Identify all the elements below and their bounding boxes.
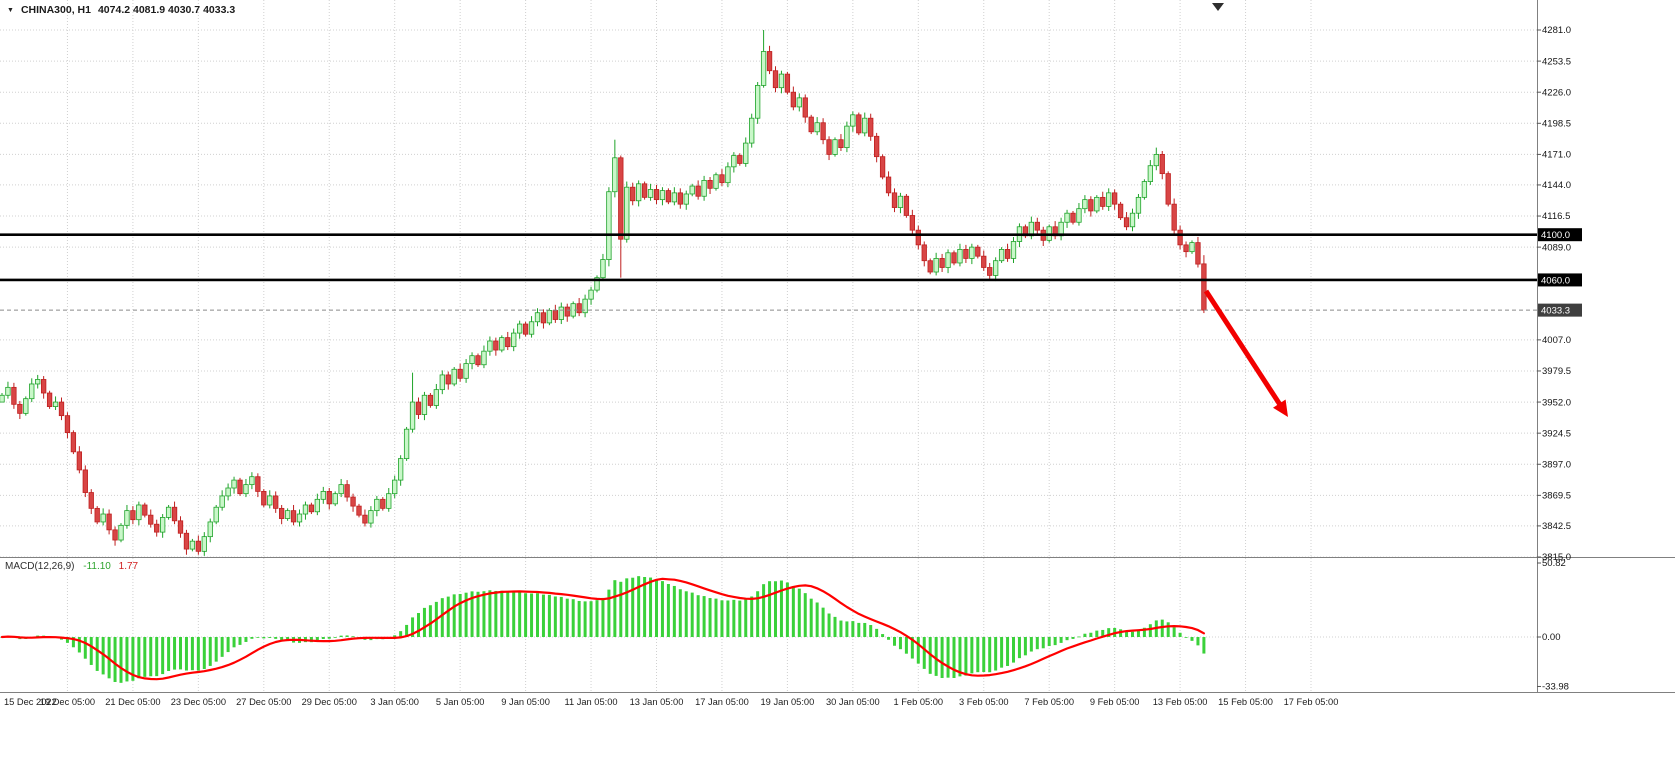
svg-text:4007.0: 4007.0: [1542, 335, 1571, 346]
svg-text:3979.5: 3979.5: [1542, 366, 1571, 377]
svg-text:-33.98: -33.98: [1542, 682, 1569, 693]
svg-text:4171.0: 4171.0: [1542, 150, 1571, 161]
svg-text:50.82: 50.82: [1542, 558, 1566, 569]
svg-text:4100.0: 4100.0: [1541, 230, 1570, 241]
svg-text:13 Jan 05:00: 13 Jan 05:00: [630, 697, 684, 707]
symbol-ohlc-label: ▼ CHINA300, H1 4074.2 4081.9 4030.7 4033…: [7, 4, 235, 16]
svg-text:4060.0: 4060.0: [1541, 275, 1570, 286]
chevron-down-icon[interactable]: ▼: [7, 6, 14, 14]
svg-text:3815.0: 3815.0: [1542, 552, 1571, 563]
svg-text:5 Jan 05:00: 5 Jan 05:00: [436, 697, 485, 707]
macd-signal-value: 1.77: [118, 561, 139, 572]
svg-text:19 Dec 05:00: 19 Dec 05:00: [40, 697, 95, 707]
svg-text:3869.5: 3869.5: [1542, 491, 1571, 502]
svg-text:3897.0: 3897.0: [1542, 459, 1571, 470]
svg-text:1 Feb 05:00: 1 Feb 05:00: [893, 697, 943, 707]
svg-text:3 Jan 05:00: 3 Jan 05:00: [370, 697, 419, 707]
svg-text:3952.0: 3952.0: [1542, 397, 1571, 408]
svg-text:3924.5: 3924.5: [1542, 428, 1571, 439]
macd-signal-line: [0, 577, 1206, 681]
svg-text:30 Jan 05:00: 30 Jan 05:00: [826, 697, 880, 707]
macd-axis: 50.82 0.00 -33.98: [1537, 558, 1569, 693]
svg-text:9 Jan 05:00: 9 Jan 05:00: [501, 697, 550, 707]
svg-text:29 Dec 05:00: 29 Dec 05:00: [302, 697, 357, 707]
svg-text:4144.0: 4144.0: [1542, 180, 1571, 191]
svg-text:19 Jan 05:00: 19 Jan 05:00: [761, 697, 815, 707]
svg-text:4253.5: 4253.5: [1542, 56, 1571, 67]
svg-text:27 Dec 05:00: 27 Dec 05:00: [236, 697, 291, 707]
macd-label: MACD(12,26,9) -11.10 1.77: [5, 561, 138, 572]
svg-text:7 Feb 05:00: 7 Feb 05:00: [1024, 697, 1074, 707]
svg-text:4226.0: 4226.0: [1542, 87, 1571, 98]
svg-text:3842.5: 3842.5: [1542, 521, 1571, 532]
candles-layer: [0, 30, 1207, 556]
svg-text:15 Feb 05:00: 15 Feb 05:00: [1218, 697, 1273, 707]
macd-histogram-layer: [0, 576, 1206, 683]
svg-text:3 Feb 05:00: 3 Feb 05:00: [959, 697, 1009, 707]
chart-shift-marker-icon[interactable]: [1212, 3, 1224, 11]
svg-text:11 Jan 05:00: 11 Jan 05:00: [565, 697, 618, 707]
svg-text:23 Dec 05:00: 23 Dec 05:00: [171, 697, 226, 707]
pane-separators: [0, 0, 1675, 693]
symbol-ohlc-values: 4074.2 4081.9 4030.7 4033.3: [97, 4, 236, 16]
current-price-line: 4033.3: [0, 303, 1582, 317]
symbol-title: CHINA300, H1: [20, 4, 91, 16]
svg-text:17 Jan 05:00: 17 Jan 05:00: [695, 697, 749, 707]
svg-text:4198.5: 4198.5: [1542, 118, 1571, 129]
trend-arrow[interactable]: [1203, 289, 1288, 417]
svg-text:4089.0: 4089.0: [1542, 242, 1571, 253]
svg-text:17 Feb 05:00: 17 Feb 05:00: [1284, 697, 1339, 707]
macd-main-value: -11.10: [83, 561, 111, 572]
svg-text:4116.5: 4116.5: [1542, 211, 1570, 222]
svg-text:9 Feb 05:00: 9 Feb 05:00: [1090, 697, 1140, 707]
svg-text:15 Dec 2022: 15 Dec 2022: [4, 697, 57, 707]
svg-text:21 Dec 05:00: 21 Dec 05:00: [105, 697, 160, 707]
horizontal-level-lines[interactable]: 4100.0 4060.0: [0, 228, 1582, 287]
svg-text:0.00: 0.00: [1542, 632, 1561, 643]
svg-text:4033.3: 4033.3: [1541, 306, 1570, 317]
macd-indicator-name: MACD(12,26,9): [5, 561, 75, 572]
svg-text:4281.0: 4281.0: [1542, 25, 1571, 36]
price-axis[interactable]: 4281.0 4253.5 4226.0 4198.5 4171.0 4144.0 4116…: [1537, 25, 1571, 563]
svg-text:13 Feb 05:00: 13 Feb 05:00: [1153, 697, 1208, 707]
